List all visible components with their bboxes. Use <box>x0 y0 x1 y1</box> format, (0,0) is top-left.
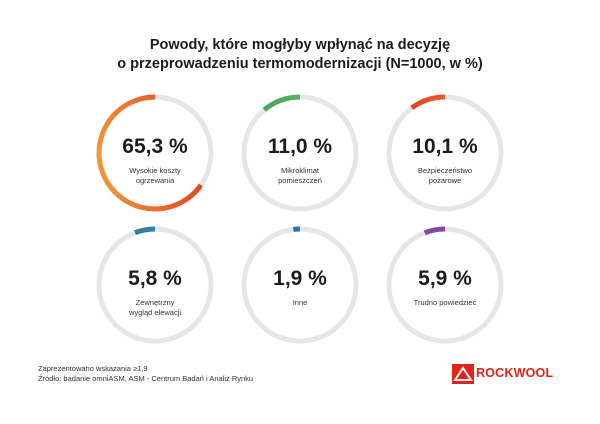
ring-value-arc <box>96 226 214 344</box>
chart-title: Powody, które mogłyby wpłynąć na decyzję… <box>0 36 600 74</box>
ring-category-line: Wysokie koszty <box>129 166 181 175</box>
ring-value-label: 5,9 % <box>418 267 472 290</box>
ring-value-arc <box>241 226 359 344</box>
ring-value-arc <box>386 94 504 212</box>
ring-value-label: 5,8 % <box>128 267 182 290</box>
ring-category-line: pomieszczeń <box>278 175 322 185</box>
ring-category-label: Wysokie koszty ogrzewania <box>100 166 210 185</box>
title-line-1: Powody, które mogłyby wpłynąć na decyzję <box>149 37 451 53</box>
ring-value-arc <box>386 226 504 344</box>
ring-value-label: 1,9 % <box>273 267 327 290</box>
ring-category-line: Bezpieczeństwo <box>417 166 473 175</box>
ring-category-label: Inne <box>245 298 355 308</box>
ring-value-label: 65,3 % <box>122 135 188 158</box>
ring-category-line: Trudno powiedzieć <box>413 298 477 307</box>
ring-category-label: Mikroklimat pomieszczeń <box>245 166 355 185</box>
ring-value-arc <box>241 94 359 212</box>
ring-category-label: Trudno powiedzieć <box>390 298 500 308</box>
ring-category-label: Bezpieczeństwo pożarowe <box>390 166 500 185</box>
rockwool-logo: ROCKWOOL <box>452 364 564 386</box>
ring-category-line: Mikroklimat <box>281 166 319 175</box>
footnote-threshold: Zaprezentowano wskazania ≥1,9 <box>38 364 148 373</box>
ring-category-line: Inne <box>292 298 308 307</box>
ring-category-line: pożarowe <box>428 175 462 185</box>
ring-category-line: Zewnętrzny <box>135 298 175 307</box>
ring-category-line: wygląd elewacji <box>128 307 182 317</box>
title-line-2: o przeprowadzeniu termomodernizacji (N=1… <box>117 56 483 72</box>
footnote-source: Źródło: badanie omniASM, ASM - Centrum B… <box>38 374 254 383</box>
ring-value-label: 11,0 % <box>267 135 333 158</box>
ring-track <box>241 226 359 344</box>
ring-value-label: 10,1 % <box>412 135 478 158</box>
footnote: Zaprezentowano wskazania ≥1,9 Źródło: ba… <box>38 364 253 384</box>
ring-category-label: Zewnętrzny wygląd elewacji <box>100 298 210 317</box>
ring-category-line: ogrzewania <box>135 175 175 185</box>
logo-mark-icon <box>452 364 474 384</box>
logo-text: ROCKWOOL <box>476 366 554 380</box>
ring-value-arc <box>96 94 214 212</box>
